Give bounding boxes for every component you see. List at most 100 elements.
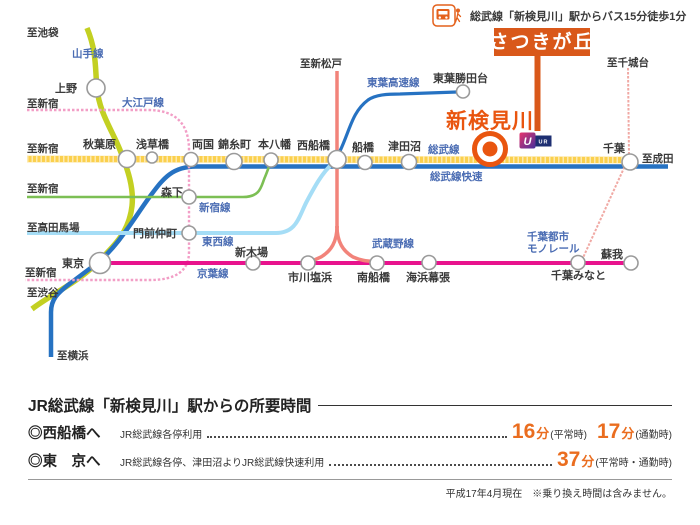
station-marker-minamifunabashi bbox=[369, 255, 385, 271]
line-label-sobu: 総武線 bbox=[428, 143, 460, 156]
station-label-tokyo: 東京 bbox=[62, 256, 84, 270]
station-marker-morishita bbox=[181, 189, 197, 205]
destination-label: ◎東 京へ bbox=[28, 454, 101, 470]
station-label-shinkiba: 新木場 bbox=[235, 245, 268, 259]
travel-row-nishifunabashi: ◎西船橋へ JR総武線各停利用 16 分 (平常時) 17 分 (通勤時) bbox=[28, 420, 672, 444]
ur-logo: U UR bbox=[519, 132, 552, 149]
time-unit: 分 bbox=[581, 454, 595, 469]
time-unit: 分 bbox=[536, 426, 550, 441]
station-label-tsudanuma: 津田沼 bbox=[388, 139, 421, 153]
station-marker-kinshicho bbox=[225, 152, 243, 171]
direction-label-narita: 至成田 bbox=[642, 152, 674, 165]
time-note: (平常時) bbox=[550, 430, 587, 441]
station-label-motoyawata: 本八幡 bbox=[258, 137, 292, 151]
station-label-funabashi: 船橋 bbox=[352, 140, 375, 154]
access-note: 総武線「新検見川」駅からバス15分徒歩1分 bbox=[470, 9, 686, 23]
station-marker-chiba bbox=[621, 153, 639, 171]
station-marker-soga bbox=[623, 255, 639, 271]
direction-label-shinjuku-shinjukusen: 至新宿 bbox=[27, 182, 59, 195]
satsukigaoka-badge bbox=[494, 28, 590, 56]
oedo-line bbox=[25, 108, 191, 282]
station-marker-ichikawashiohama bbox=[300, 255, 316, 271]
station-marker-kaihinmakuhari bbox=[421, 254, 437, 271]
ur-logo-mark-bg bbox=[519, 132, 536, 149]
time-value: 16 bbox=[511, 420, 536, 443]
direction-label-shinjuku-oedo: 至新宿 bbox=[27, 97, 59, 110]
station-label-morishita: 森下 bbox=[161, 185, 183, 199]
station-marker-nishifunabashi bbox=[327, 149, 347, 170]
station-marker-funabashi bbox=[357, 154, 373, 171]
station-marker-monzennakacho bbox=[181, 225, 197, 241]
ur-logo-u: U bbox=[524, 136, 533, 148]
direction-label-shinjuku-sobu: 至新宿 bbox=[27, 142, 59, 155]
line-label-shinjuku: 新宿線 bbox=[199, 201, 231, 214]
station-marker-tsudanuma bbox=[400, 153, 418, 171]
dotted-leader bbox=[207, 436, 507, 438]
line-label-tozai: 東西線 bbox=[202, 235, 234, 248]
ur-logo-text-bg bbox=[535, 135, 552, 147]
station-marker-ueno bbox=[86, 78, 106, 98]
station-label-minamifunabashi: 南船橋 bbox=[357, 270, 391, 284]
station-marker-toyokatsutadai bbox=[455, 84, 471, 99]
musashino-line-east-branch bbox=[335, 225, 375, 264]
line-label-toyo-rapid: 東葉高速線 bbox=[367, 76, 420, 89]
station-label-ueno: 上野 bbox=[55, 81, 77, 95]
station-label-kinshicho: 錦糸町 bbox=[218, 137, 251, 151]
travel-time-section: JR総武線「新検見川」駅からの所要時間 ◎西船橋へ JR総武線各停利用 16 分 … bbox=[28, 394, 672, 500]
station-label-ryogoku: 両国 bbox=[192, 138, 214, 151]
station-label-toyokatsutadai: 東葉勝田台 bbox=[433, 71, 488, 85]
direction-label-yokohama: 至横浜 bbox=[57, 349, 89, 362]
route-map: 至池袋 至新宿 至新宿 至新宿 至高田馬場 至新宿 至渋谷 至横浜 至新松戸 至… bbox=[25, 4, 686, 362]
line-label-keiyo: 京葉線 bbox=[197, 267, 229, 280]
dotted-leader bbox=[329, 464, 552, 466]
highlight-station-title: 新検見川 bbox=[446, 109, 534, 133]
time-note: (通勤時) bbox=[635, 430, 672, 441]
station-label-akihabara: 秋葉原 bbox=[83, 137, 116, 151]
ur-logo-ur: UR bbox=[539, 140, 549, 146]
station-marker-tokyo bbox=[88, 251, 112, 275]
line-label-sobu-rapid: 総武線快速 bbox=[430, 170, 483, 183]
toyo-rapid-line bbox=[338, 90, 458, 152]
musashino-line-west-branch bbox=[311, 225, 339, 263]
line-label-musashino: 武蔵野線 bbox=[372, 237, 414, 250]
time-unit: 分 bbox=[621, 426, 635, 441]
station-label-soga: 蘇我 bbox=[600, 247, 623, 261]
travel-row-tokyo: ◎東 京へ JR総武線各停、津田沼よりJR総武線快速利用 37 分 (平常時・通勤… bbox=[28, 448, 672, 472]
direction-label-shinjuku-oedo-lower: 至新宿 bbox=[25, 266, 57, 279]
station-label-ichikawashiohama: 市川塩浜 bbox=[288, 270, 332, 284]
route-detail-label: JR総武線各停利用 bbox=[120, 430, 203, 441]
line-label-oedo: 大江戸線 bbox=[122, 96, 164, 109]
travel-time-heading-row: JR総武線「新検見川」駅からの所要時間 bbox=[28, 394, 672, 416]
station-marker-motoyawata bbox=[263, 152, 279, 168]
route-detail-label: JR総武線各停、津田沼よりJR総武線快速利用 bbox=[120, 458, 325, 469]
station-label-chibaminato: 千葉みなと bbox=[551, 268, 606, 282]
line-label-monorail-1: 千葉都市 bbox=[527, 230, 569, 243]
station-label-kaihinmakuhari: 海浜幕張 bbox=[406, 270, 451, 284]
station-marker-shinkemigawa-dot bbox=[482, 141, 498, 157]
station-marker-chibaminato bbox=[570, 254, 586, 271]
station-marker-ryogoku bbox=[183, 151, 199, 168]
heading-rule bbox=[318, 404, 672, 406]
station-label-nishifunabashi: 西船橋 bbox=[297, 138, 331, 152]
destination-label: ◎西船橋へ bbox=[28, 426, 101, 442]
line-label-yamanote: 山手線 bbox=[72, 47, 104, 60]
station-marker-shinkiba bbox=[245, 255, 261, 271]
station-label-monzennakacho: 門前仲町 bbox=[133, 226, 177, 240]
time-note: (平常時・通勤時) bbox=[595, 458, 672, 469]
direction-label-shinmatsudo: 至新松戸 bbox=[300, 57, 342, 70]
station-marker-akihabara bbox=[117, 149, 137, 169]
station-label-asakusabashi: 浅草橋 bbox=[136, 137, 170, 151]
direction-label-chishirodai: 至千城台 bbox=[607, 56, 649, 69]
direction-label-takadanobaba: 至高田馬場 bbox=[27, 221, 80, 234]
tozai-line bbox=[27, 161, 335, 235]
time-value: 17 bbox=[596, 420, 621, 443]
direction-label-shibuya: 至渋谷 bbox=[27, 286, 59, 299]
station-marker-asakusabashi bbox=[145, 151, 159, 164]
line-label-monorail-2: モノレール bbox=[527, 243, 580, 255]
section-divider bbox=[28, 479, 672, 480]
badge-pointer bbox=[534, 54, 541, 131]
station-label-chiba: 千葉 bbox=[603, 141, 626, 155]
satsukigaoka-badge-label: さつきが丘 bbox=[489, 30, 594, 53]
footnote: 平成17年4月現在 ※乗り換え時間は含みません。 bbox=[445, 489, 672, 500]
time-value: 37 bbox=[556, 448, 581, 471]
